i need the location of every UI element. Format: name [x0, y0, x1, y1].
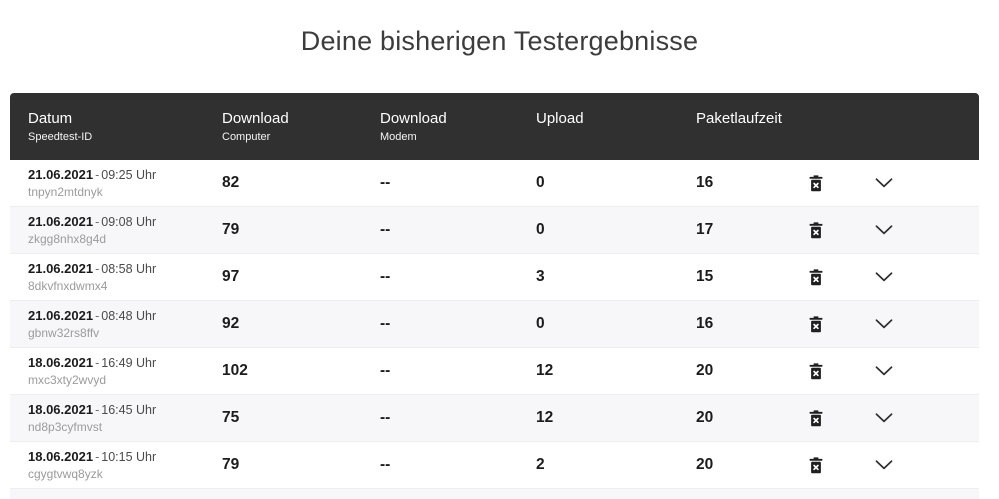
- table-row: 18.06.2021-16:45 Uhr nd8p3cyfmvst 75 -- …: [10, 395, 979, 442]
- delete-result-button[interactable]: [796, 207, 836, 253]
- cell-download-computer: 79: [222, 456, 240, 473]
- cell-upload: 3: [536, 268, 545, 285]
- trash-x-icon: [809, 268, 823, 286]
- cell-datum: 18.06.2021-16:45 Uhr nd8p3cyfmvst: [10, 402, 222, 435]
- cell-datum: 18.06.2021-16:49 Uhr mxc3xty2wvyd: [10, 355, 222, 388]
- table-header-row: Datum Speedtest-ID Download Computer Dow…: [10, 93, 979, 160]
- expand-row-button[interactable]: [836, 254, 932, 300]
- table-row: 18.06.2021-16:49 Uhr mxc3xty2wvyd 102 --…: [10, 348, 979, 395]
- speedtest-id: tnpyn2mtdnyk: [28, 184, 103, 199]
- row-datetime: 18.06.2021-16:49 Uhr: [28, 354, 157, 370]
- row-datetime: 21.06.2021-08:58 Uhr: [28, 260, 157, 276]
- expand-row-button[interactable]: [836, 160, 932, 206]
- cell-paketlaufzeit: 16: [696, 174, 714, 191]
- trash-x-icon: [809, 456, 823, 474]
- cell-download-computer: 92: [222, 315, 240, 332]
- column-header-upload: Upload: [536, 110, 584, 127]
- cell-download-computer: 79: [222, 221, 240, 238]
- expand-row-button[interactable]: [836, 395, 932, 441]
- results-table: Datum Speedtest-ID Download Computer Dow…: [10, 93, 979, 499]
- page-title: Deine bisherigen Testergebnisse: [300, 26, 699, 56]
- cell-datum: 21.06.2021-09:25 Uhr tnpyn2mtdnyk: [10, 167, 222, 200]
- speedtest-id: mxc3xty2wvyd: [28, 372, 107, 387]
- cell-upload: 0: [536, 221, 545, 238]
- speedtest-id: gbnw32rs8ffv: [28, 325, 100, 340]
- cell-download-modem: --: [380, 221, 391, 238]
- cell-upload: 0: [536, 315, 545, 332]
- row-datetime: 21.06.2021-09:25 Uhr: [28, 166, 157, 182]
- expand-row-button[interactable]: [836, 301, 932, 347]
- cell-download-modem: --: [380, 268, 391, 285]
- delete-result-button[interactable]: [796, 442, 836, 488]
- cell-upload: 12: [536, 409, 554, 426]
- expand-row-button[interactable]: [836, 442, 932, 488]
- row-datetime: 21.06.2021-09:08 Uhr: [28, 213, 157, 229]
- cell-datum: 21.06.2021-08:58 Uhr 8dkvfnxdwmx4: [10, 261, 222, 294]
- table-row: 21.06.2021-09:08 Uhr zkgg8nhx8g4d 79 -- …: [10, 207, 979, 254]
- chevron-down-icon: [875, 413, 893, 423]
- trash-x-icon: [809, 362, 823, 380]
- trash-x-icon: [809, 174, 823, 192]
- speedtest-id: nd8p3cyfmvst: [28, 419, 103, 434]
- cell-download-computer: 97: [222, 268, 240, 285]
- table-row: 21.06.2021-09:25 Uhr tnpyn2mtdnyk 82 -- …: [10, 160, 979, 207]
- column-header-datum: Datum Speedtest-ID: [28, 110, 93, 143]
- delete-result-button[interactable]: [796, 395, 836, 441]
- cell-upload: 2: [536, 456, 545, 473]
- cell-download-modem: --: [380, 456, 391, 473]
- cell-download-modem: --: [380, 409, 391, 426]
- speedtest-id: zkgg8nhx8g4d: [28, 231, 107, 246]
- cell-paketlaufzeit: 17: [696, 221, 714, 238]
- cell-datum: 18.06.2021-10:15 Uhr cgygtvwq8yzk: [10, 449, 222, 482]
- chevron-down-icon: [875, 319, 893, 329]
- chevron-down-icon: [875, 460, 893, 470]
- expand-row-button[interactable]: [836, 348, 932, 394]
- delete-result-button[interactable]: [796, 254, 836, 300]
- cell-download-modem: --: [380, 362, 391, 379]
- expand-row-button[interactable]: [836, 207, 932, 253]
- cell-upload: 12: [536, 362, 554, 379]
- cell-datum: 21.06.2021-09:08 Uhr zkgg8nhx8g4d: [10, 214, 222, 247]
- cell-paketlaufzeit: 15: [696, 268, 714, 285]
- cell-paketlaufzeit: 20: [696, 456, 714, 473]
- chevron-down-icon: [875, 272, 893, 282]
- cell-paketlaufzeit: 20: [696, 362, 714, 379]
- trash-x-icon: [809, 315, 823, 333]
- row-datetime: 21.06.2021-08:48 Uhr: [28, 307, 157, 323]
- chevron-down-icon: [875, 178, 893, 188]
- delete-result-button[interactable]: [796, 301, 836, 347]
- cell-download-modem: --: [380, 174, 391, 191]
- speedtest-id: cgygtvwq8yzk: [28, 466, 103, 481]
- cell-upload: 0: [536, 174, 545, 191]
- trash-x-icon: [809, 221, 823, 239]
- trash-x-icon: [809, 409, 823, 427]
- delete-result-button[interactable]: [796, 160, 836, 206]
- cell-download-computer: 82: [222, 174, 240, 191]
- cell-paketlaufzeit: 16: [696, 315, 714, 332]
- column-header-download-computer: Download Computer: [222, 110, 289, 143]
- cell-paketlaufzeit: 20: [696, 409, 714, 426]
- row-datetime: 18.06.2021-16:45 Uhr: [28, 401, 157, 417]
- cell-datum: 21.06.2021-08:48 Uhr gbnw32rs8ffv: [10, 308, 222, 341]
- cell-download-modem: --: [380, 315, 391, 332]
- column-header-download-modem: Download Modem: [380, 110, 447, 143]
- table-row: 21.06.2021-08:58 Uhr 8dkvfnxdwmx4 97 -- …: [10, 254, 979, 301]
- column-header-paketlaufzeit: Paketlaufzeit: [696, 110, 782, 127]
- table-row: 18.06.2021-10:15 Uhr cgygtvwq8yzk 79 -- …: [10, 442, 979, 489]
- delete-result-button[interactable]: [796, 348, 836, 394]
- chevron-down-icon: [875, 225, 893, 235]
- cell-download-computer: 102: [222, 362, 248, 379]
- cell-download-computer: 75: [222, 409, 240, 426]
- table-row: 21.06.2021-08:48 Uhr gbnw32rs8ffv 92 -- …: [10, 301, 979, 348]
- speedtest-id: 8dkvfnxdwmx4: [28, 278, 108, 293]
- chevron-down-icon: [875, 366, 893, 376]
- row-datetime: 18.06.2021-10:15 Uhr: [28, 448, 157, 464]
